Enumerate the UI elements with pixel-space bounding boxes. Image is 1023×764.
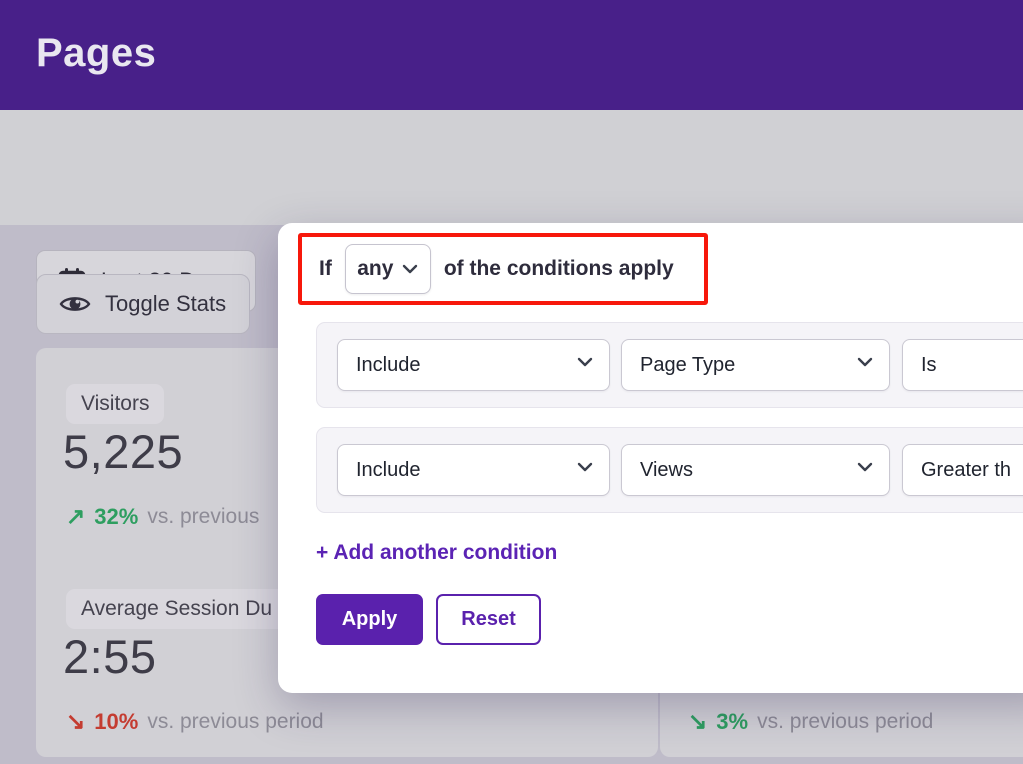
trend-down-icon: ↘ [688,708,708,734]
condition1-operator-select[interactable]: Is [902,339,1023,391]
condition-mode-highlight: If any of the conditions apply [298,233,708,305]
chevron-down-icon [857,462,873,472]
avg-session-delta-percent: 10% [94,708,139,734]
condition-mode-select[interactable]: any [344,244,431,294]
apply-button[interactable]: Apply [316,594,423,645]
condition-mode-suffix: of the conditions apply [443,257,674,280]
condition2-field-value: Views [640,458,693,481]
condition2-operator-select[interactable]: Greater th [902,444,1023,496]
condition2-action-value: Include [356,458,421,481]
visitors-delta: ↗ 32% vs. previous [66,503,259,530]
bottom-right-delta: ↘ 3% vs. previous period [688,708,933,735]
chevron-down-icon [577,357,593,367]
toggle-stats-button[interactable]: Toggle Stats [36,274,250,334]
toggle-stats-label: Toggle Stats [105,291,227,316]
condition2-operator-value: Greater th [921,458,1012,481]
condition1-action-select[interactable]: Include [337,339,610,391]
visitors-delta-percent: 32% [94,503,139,529]
condition-mode-value: any [357,257,394,280]
condition1-action-value: Include [356,353,421,376]
condition1-field-value: Page Type [640,353,736,376]
chevron-down-icon [403,264,418,274]
trend-up-icon: ↗ [66,503,86,529]
visitors-label-badge: Visitors [66,384,165,424]
visitors-delta-suffix: vs. previous [147,504,260,528]
trend-down-icon: ↘ [66,708,86,734]
chevron-down-icon [577,462,593,472]
condition2-field-select[interactable]: Views [621,444,890,496]
bottom-right-delta-suffix: vs. previous period [757,709,934,733]
condition-mode-prefix: If [319,257,332,280]
avg-session-label-badge: Average Session Du [66,589,288,629]
avg-session-value: 2:55 [63,630,157,683]
eye-icon [59,292,91,316]
visitors-value: 5,225 [63,425,184,478]
filter-panel: If any of the conditions apply Include P… [278,223,1023,693]
avg-session-delta: ↘ 10% vs. previous period [66,708,324,735]
reset-button[interactable]: Reset [436,594,541,645]
add-another-condition-link[interactable]: + Add another condition [316,541,558,564]
condition2-action-select[interactable]: Include [337,444,610,496]
page-title: Pages [36,31,157,75]
chevron-down-icon [857,357,873,367]
bottom-right-delta-percent: 3% [716,708,749,734]
toolbar: Last 30 Days + Add Filter [0,110,1023,312]
app-header: Pages [0,0,1023,110]
condition1-operator-value: Is [921,353,937,376]
condition1-field-select[interactable]: Page Type [621,339,890,391]
avg-session-delta-suffix: vs. previous period [147,709,324,733]
